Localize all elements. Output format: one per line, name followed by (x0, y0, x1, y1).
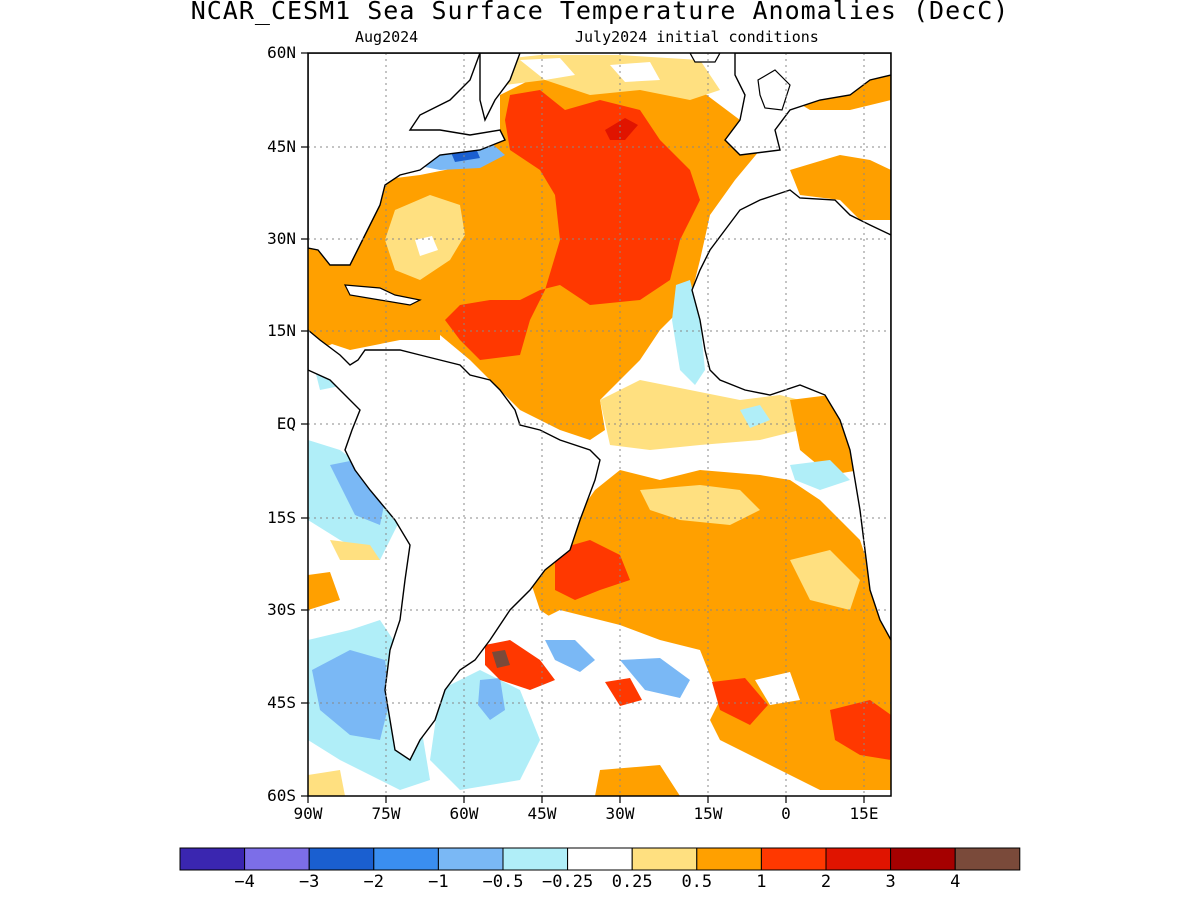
colorbar-label: −0.5 (473, 872, 533, 892)
colorbar-label: 0.25 (602, 872, 662, 892)
lon-label: 0 (756, 804, 816, 823)
colorbar-label: 1 (731, 872, 791, 892)
colorbar-swatch (761, 848, 826, 870)
colorbar-label: −2 (344, 872, 404, 892)
map-title: NCAR_CESM1 Sea Surface Temperature Anoma… (0, 0, 1200, 25)
lat-label: 30S (246, 600, 296, 619)
colorbar (180, 848, 1020, 870)
colorbar-swatch (632, 848, 697, 870)
lat-label: 60N (246, 43, 296, 62)
initial-conditions: July2024 initial conditions (575, 28, 819, 46)
iceland-island (690, 53, 720, 62)
colorbar-swatch (180, 848, 245, 870)
colorbar-swatch (891, 848, 956, 870)
colorbar-swatch (438, 848, 503, 870)
lat-label: 45S (246, 693, 296, 712)
lon-label: 15W (678, 804, 738, 823)
lat-label: 60S (246, 786, 296, 805)
colorbar-label: 3 (861, 872, 921, 892)
lon-label: 90W (278, 804, 338, 823)
colorbar-label: −1 (408, 872, 468, 892)
lon-label: 15E (834, 804, 894, 823)
colorbar-label: 0.5 (667, 872, 727, 892)
colorbar-label: −3 (279, 872, 339, 892)
colorbar-swatch (697, 848, 762, 870)
lon-label: 75W (356, 804, 416, 823)
colorbar-label: 4 (925, 872, 985, 892)
colorbar-label: 2 (796, 872, 856, 892)
colorbar-swatch (374, 848, 439, 870)
lat-label: EQ (246, 414, 296, 433)
colorbar-label: −0.25 (538, 872, 598, 892)
lat-label: 30N (246, 229, 296, 248)
colorbar-swatch (309, 848, 374, 870)
forecast-month: Aug2024 (355, 28, 418, 46)
sst-anomaly-map (0, 0, 1200, 900)
colorbar-swatch (245, 848, 310, 870)
colorbar-swatch (503, 848, 568, 870)
lat-label: 15N (246, 321, 296, 340)
colorbar-swatch (568, 848, 633, 870)
lat-label: 45N (246, 137, 296, 156)
lon-label: 60W (434, 804, 494, 823)
colorbar-label: −4 (215, 872, 275, 892)
colorbar-swatch (955, 848, 1020, 870)
lon-label: 30W (590, 804, 650, 823)
colorbar-swatch (826, 848, 891, 870)
lat-label: 15S (246, 508, 296, 527)
lon-label: 45W (512, 804, 572, 823)
